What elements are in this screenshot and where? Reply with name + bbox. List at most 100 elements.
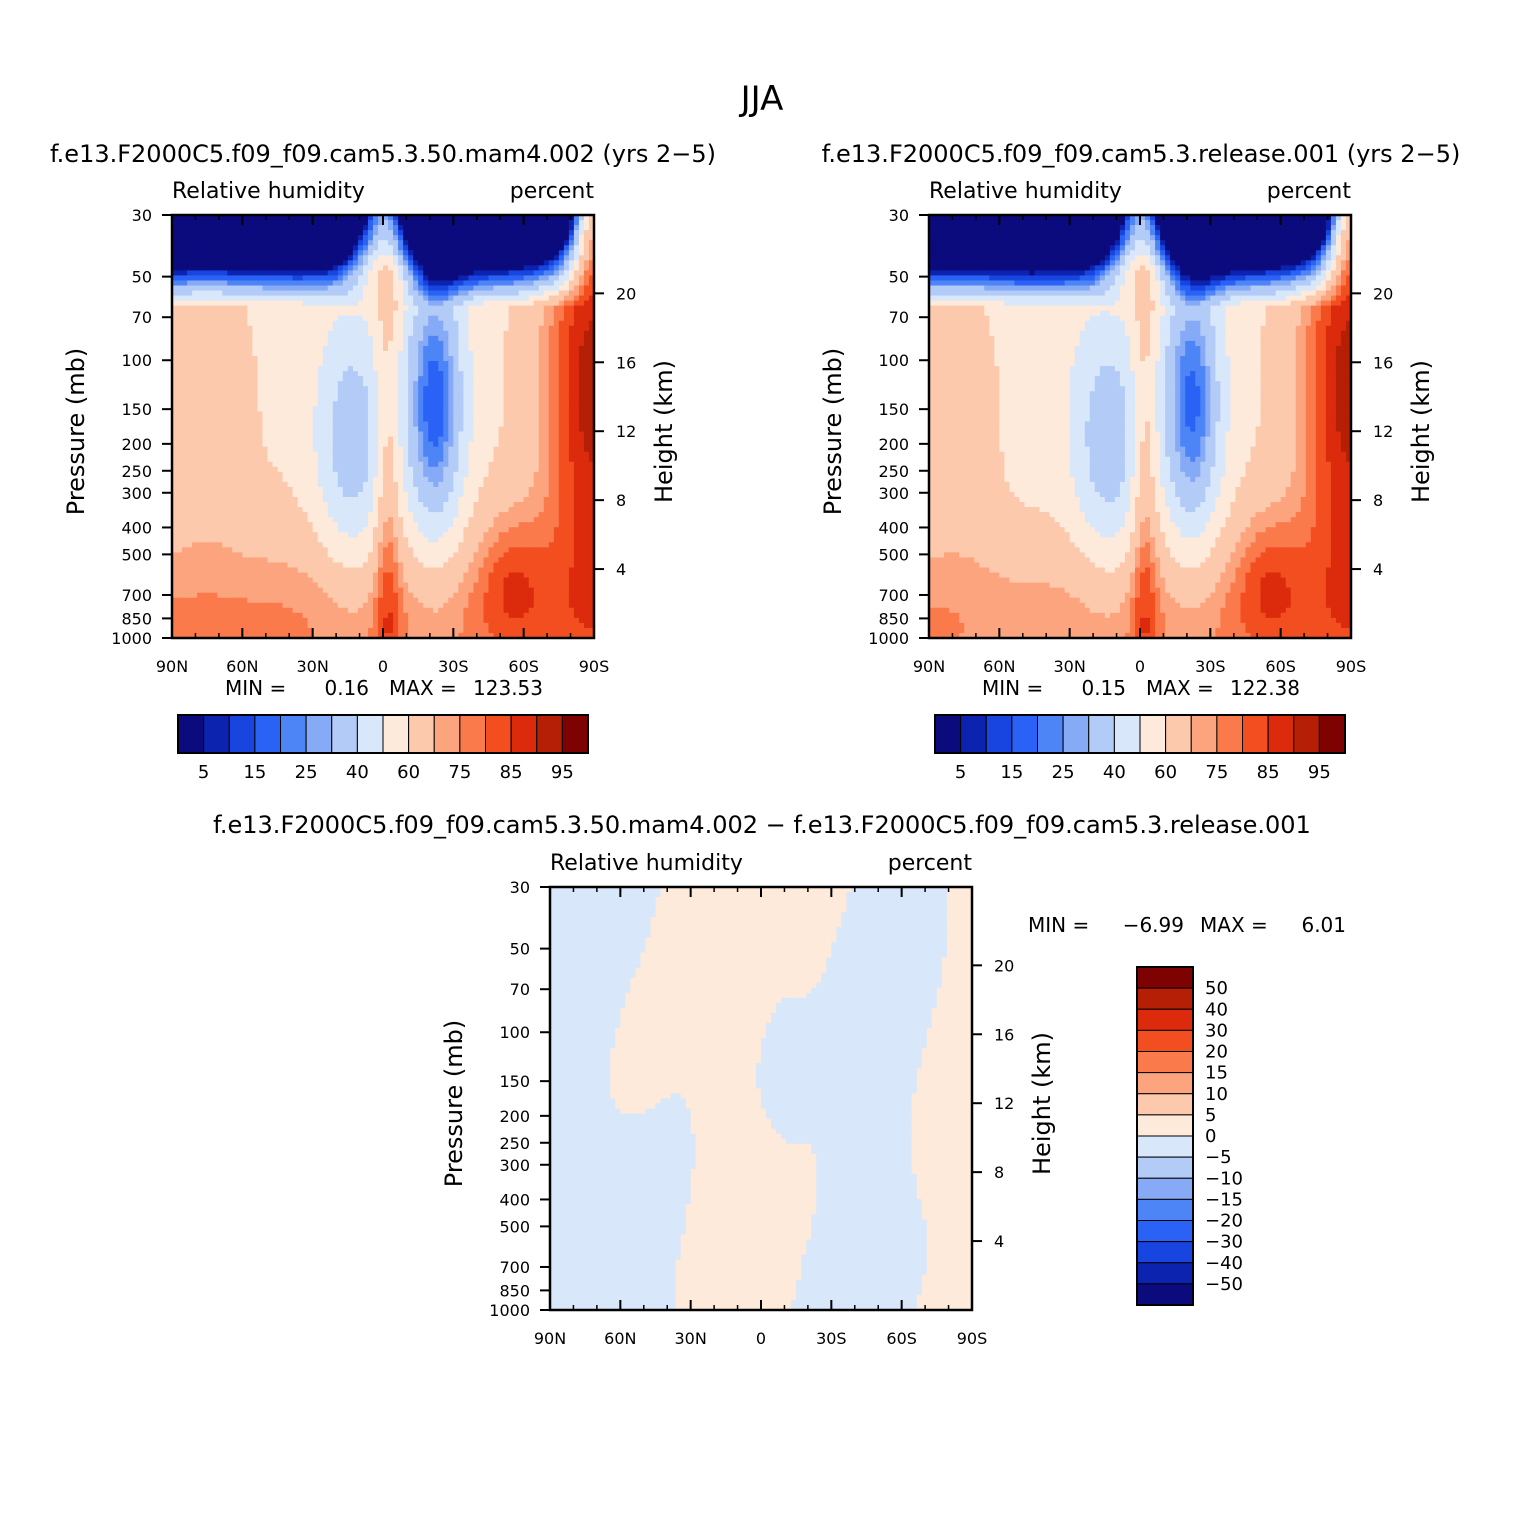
- field-cell: [347, 255, 354, 261]
- field-cell: [262, 476, 269, 483]
- field-cell: [468, 265, 475, 271]
- field-cell: [362, 416, 369, 423]
- field-cell: [448, 371, 454, 377]
- field-cell: [483, 441, 490, 448]
- field-cell: [483, 330, 490, 337]
- field-cell: [468, 345, 475, 352]
- field-cell: [413, 461, 419, 468]
- field-cell: [257, 300, 264, 307]
- field-cell: [287, 436, 294, 443]
- field-cell: [217, 315, 223, 322]
- field-cell: [357, 220, 364, 226]
- field-cell: [252, 361, 258, 367]
- field-cell: [367, 366, 374, 372]
- field-cell: [227, 451, 233, 458]
- field-cell: [563, 441, 570, 448]
- field-cell: [237, 507, 243, 513]
- field-cell: [337, 290, 344, 297]
- field-cell: [438, 371, 444, 377]
- field-cell: [357, 356, 364, 362]
- field-cell: [553, 461, 560, 468]
- field-cell: [237, 386, 243, 392]
- field-cell: [297, 371, 304, 377]
- field-cell: [438, 436, 444, 443]
- field-cell: [267, 325, 274, 332]
- field-cell: [272, 456, 279, 463]
- field-cell: [267, 431, 274, 438]
- field-cell: [448, 335, 454, 342]
- field-cell: [443, 471, 449, 478]
- field-cell: [332, 401, 339, 407]
- field-cell: [177, 416, 183, 423]
- field-cell: [252, 391, 258, 397]
- field-cell: [568, 391, 575, 397]
- field-cell: [433, 426, 439, 433]
- field-cell: [177, 305, 183, 312]
- field-cell: [222, 366, 228, 372]
- field-cell: [458, 335, 464, 342]
- field-cell: [543, 330, 550, 337]
- field-cell: [317, 315, 324, 322]
- field-cell: [558, 361, 565, 367]
- field-cell: [317, 235, 324, 241]
- field-cell: [187, 471, 193, 478]
- field-cell: [558, 265, 565, 271]
- field-cell: [372, 320, 379, 327]
- field-cell: [583, 361, 590, 367]
- field-cell: [317, 325, 324, 332]
- field-cell: [177, 240, 183, 246]
- field-cell: [257, 315, 264, 322]
- field-cell: [413, 396, 419, 402]
- field-cell: [433, 401, 439, 407]
- field-cell: [478, 305, 485, 312]
- field-cell: [187, 446, 193, 453]
- field-cell: [553, 376, 560, 382]
- field-cell: [543, 386, 550, 392]
- field-cell: [548, 300, 555, 307]
- field-cell: [538, 255, 545, 261]
- field-cell: [177, 512, 183, 518]
- field-cell: [357, 340, 364, 347]
- field-cell: [463, 401, 469, 407]
- field-cell: [347, 335, 354, 342]
- field-cell: [197, 441, 203, 448]
- field-cell: [558, 295, 565, 302]
- field-cell: [543, 275, 550, 282]
- field-cell: [393, 235, 399, 241]
- field-cell: [413, 335, 419, 342]
- field-cell: [197, 225, 203, 231]
- field-cell: [413, 260, 419, 266]
- field-cell: [498, 225, 505, 231]
- field-cell: [227, 340, 233, 347]
- field-cell: [377, 240, 384, 246]
- field-cell: [252, 491, 258, 498]
- field-cell: [588, 446, 594, 453]
- field-cell: [403, 466, 409, 473]
- field-cell: [312, 335, 319, 342]
- field-cell: [282, 491, 289, 498]
- field-cell: [347, 376, 354, 382]
- field-cell: [453, 441, 459, 448]
- field-cell: [413, 220, 419, 226]
- field-cell: [307, 250, 314, 256]
- field-cell: [362, 451, 369, 458]
- field-cell: [307, 366, 314, 372]
- field-cell: [423, 235, 429, 241]
- field-cell: [428, 305, 434, 312]
- field-cell: [332, 431, 339, 438]
- field-cell: [357, 280, 364, 287]
- field-cell: [287, 502, 294, 508]
- field-cell: [322, 426, 329, 433]
- field-cell: [337, 416, 344, 423]
- field-cell: [182, 275, 188, 282]
- field-cell: [538, 350, 545, 357]
- field-cell: [413, 325, 419, 332]
- field-cell: [423, 411, 429, 418]
- field-cell: [433, 416, 439, 423]
- field-cell: [187, 255, 193, 261]
- field-cell: [202, 260, 208, 266]
- field-cell: [563, 471, 570, 478]
- field-cell: [473, 371, 480, 377]
- field-cell: [282, 441, 289, 448]
- field-cell: [207, 497, 213, 503]
